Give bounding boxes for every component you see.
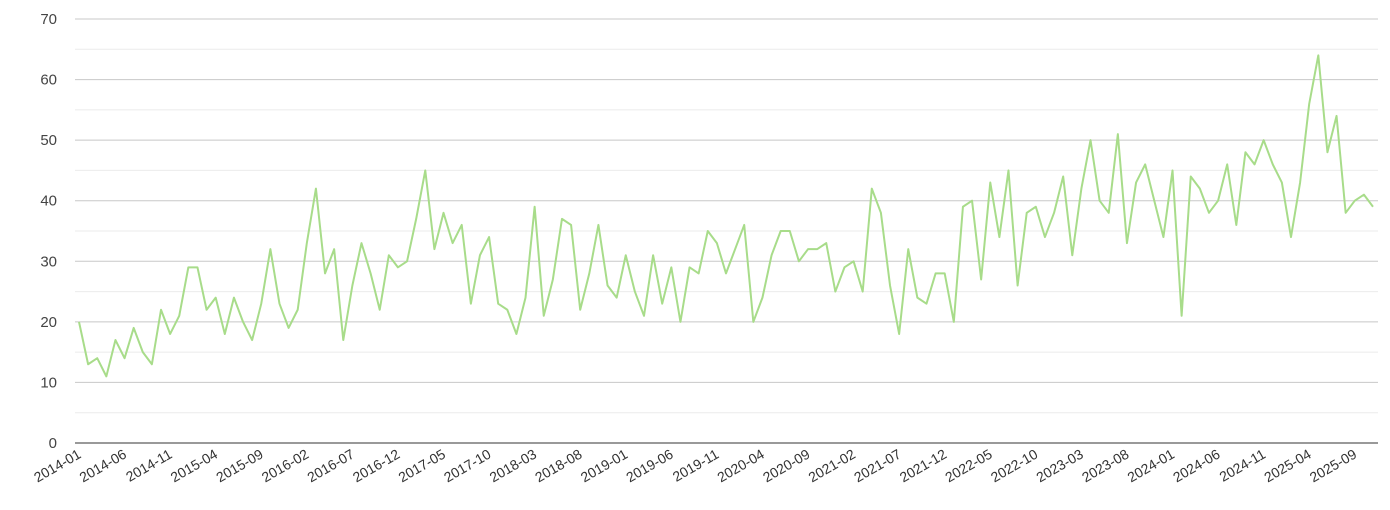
x-tick-label: 2014-01 (31, 446, 84, 486)
series-line (78, 54, 1374, 378)
x-tick-label: 2016-12 (350, 446, 403, 486)
x-tick-label: 2016-02 (259, 446, 312, 486)
y-tick-label: 0 (49, 435, 57, 452)
x-tick-label: 2025-04 (1261, 446, 1314, 486)
y-tick-label: 40 (40, 193, 57, 210)
x-tick-label: 2022-10 (988, 446, 1041, 486)
x-tick-label: 2019-11 (670, 446, 722, 485)
x-tick-label: 2015-04 (168, 446, 221, 486)
x-tick-label: 2018-03 (487, 446, 540, 486)
x-tick-label: 2023-03 (1033, 446, 1086, 486)
y-tick-label: 70 (40, 11, 57, 28)
x-tick-label: 2023-08 (1079, 446, 1132, 486)
x-tick-label: 2017-10 (441, 446, 494, 486)
x-tick-label: 2016-07 (304, 446, 357, 486)
y-tick-label: 50 (40, 132, 57, 149)
x-tick-label: 2024-01 (1125, 446, 1178, 486)
x-tick-label: 2017-05 (396, 446, 449, 486)
series-group (78, 54, 1374, 378)
grid-lines (75, 18, 1378, 414)
x-tick-label: 2019-01 (578, 446, 631, 486)
x-tick-label: 2020-04 (714, 446, 767, 486)
x-tick-label: 2021-07 (851, 446, 904, 486)
x-tick-label: 2014-11 (123, 446, 175, 485)
x-tick-label: 2018-08 (532, 446, 585, 486)
x-tick-label: 2025-09 (1307, 446, 1360, 486)
x-axis: 2014-012014-062014-112015-042015-092016-… (31, 442, 1378, 486)
x-tick-label: 2015-09 (213, 446, 266, 486)
x-tick-label: 2019-06 (623, 446, 676, 486)
x-tick-label: 2024-11 (1217, 446, 1269, 485)
y-axis: 0 10 20 30 40 50 60 70 (40, 11, 57, 452)
y-tick-label: 60 (40, 72, 57, 89)
y-tick-label: 10 (40, 374, 57, 391)
x-tick-label: 2024-06 (1170, 446, 1223, 486)
y-tick-label: 30 (40, 253, 57, 270)
y-tick-label: 20 (40, 314, 57, 331)
x-tick-label: 2014-06 (77, 446, 130, 486)
x-tick-label: 2020-09 (760, 446, 813, 486)
x-tick-label: 2021-12 (897, 446, 950, 486)
x-tick-label: 2022-05 (942, 446, 995, 486)
x-tick-label: 2021-02 (806, 446, 859, 486)
